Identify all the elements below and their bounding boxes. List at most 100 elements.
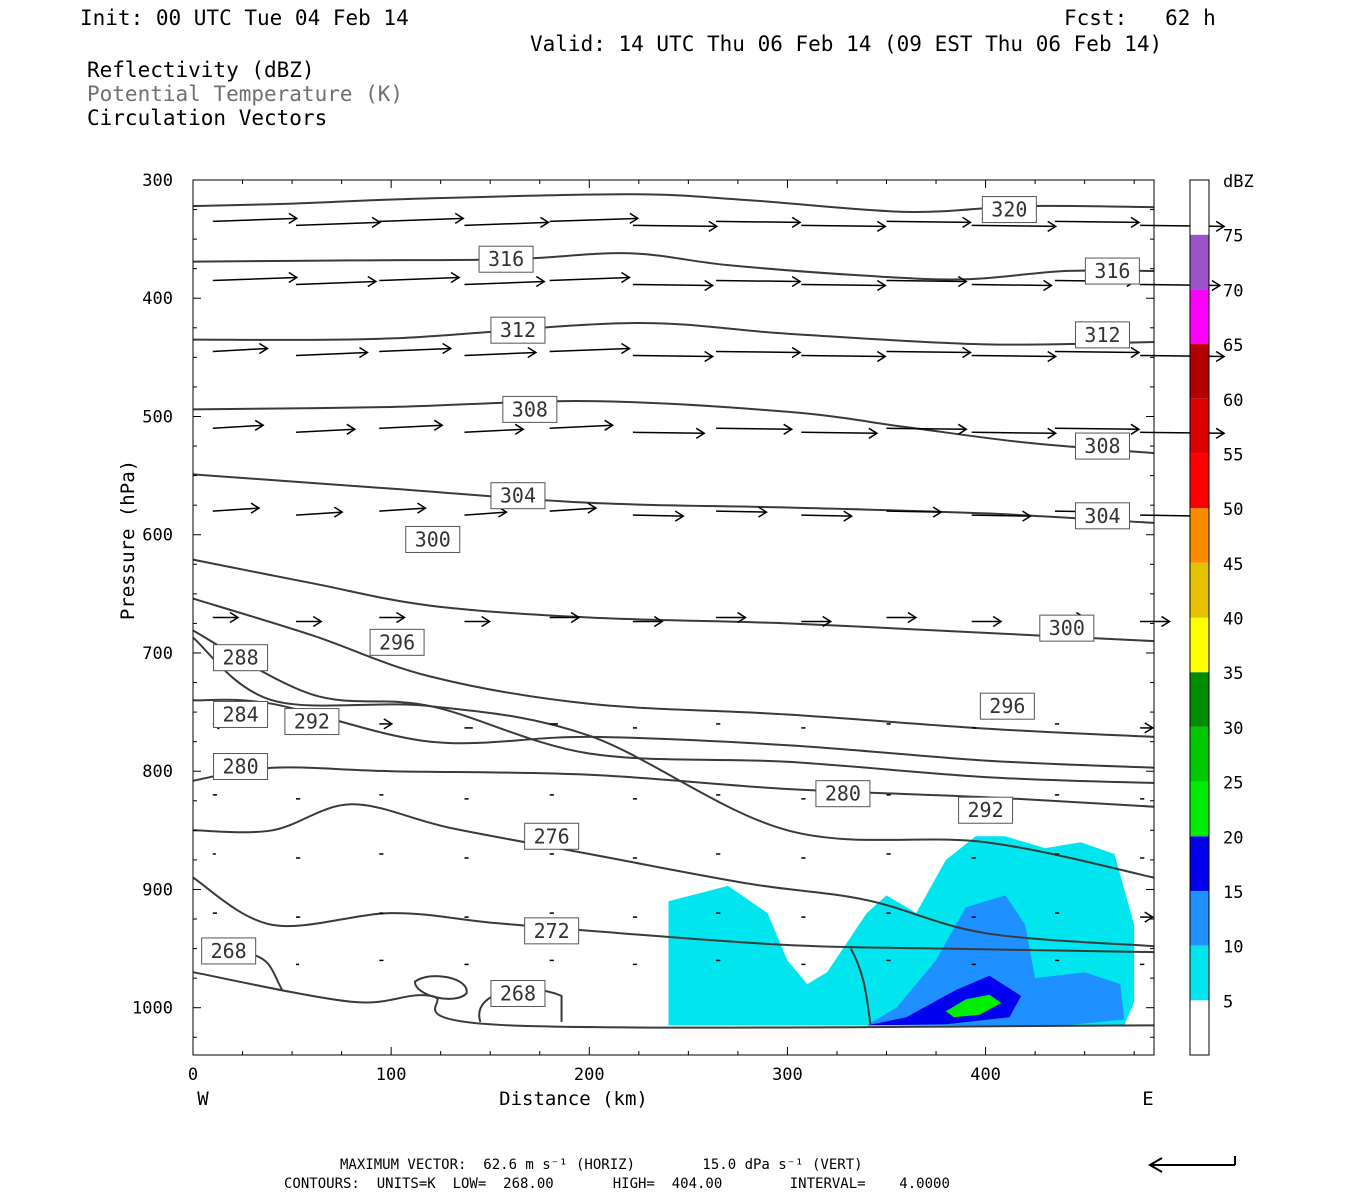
circulation-vector — [212, 342, 269, 355]
circulation-vector — [801, 427, 879, 439]
colorbar-swatch — [1190, 726, 1209, 782]
circulation-vector — [549, 611, 581, 624]
theta-label-layer: 320 316 316 312 312 308 308 304 304 300 300 296 296 2… — [201, 196, 1140, 1008]
plot-frame — [192, 179, 1155, 1056]
theta-contour-layer — [192, 193, 1155, 1029]
circulation-vector — [632, 427, 706, 439]
theta-label-box — [1074, 321, 1130, 349]
circulation-vector — [971, 220, 1058, 233]
circulation-vector — [716, 346, 802, 359]
theta-label-box — [213, 644, 269, 672]
circulation-vector — [379, 419, 444, 431]
theta-label: 272 — [534, 919, 570, 943]
theta-label-box — [981, 196, 1037, 224]
theta-contour-296 — [192, 597, 1155, 738]
colorbar-label: 15 — [1223, 883, 1243, 903]
field-label-theta: Potential Temperature (K) — [87, 82, 404, 106]
y-tick-label: 500 — [142, 407, 173, 427]
circulation-vector — [1054, 423, 1141, 435]
theta-contour-304 — [192, 473, 1155, 524]
circulation-vector — [464, 216, 550, 229]
circulation-vector — [801, 220, 887, 233]
theta-label: 292 — [968, 798, 1004, 822]
circulation-vector — [295, 423, 357, 435]
axes-layer: 300 400 500 600 700 800 900 1000 0 100 200 300 400 Di… — [117, 171, 1154, 1110]
circulation-vector — [296, 615, 323, 628]
theta-label: 280 — [222, 754, 258, 778]
colorbar-label: 50 — [1223, 500, 1243, 520]
colorbar-label: 35 — [1223, 664, 1243, 684]
colorbar-label: 75 — [1223, 227, 1243, 247]
circulation-vector — [632, 279, 715, 292]
theta-contour-316 — [192, 252, 1155, 281]
colorbar-swatch — [1190, 1000, 1209, 1055]
colorbar-swatch — [1190, 234, 1209, 290]
circulation-vector — [971, 427, 1058, 439]
theta-label-box — [524, 917, 580, 945]
colorbar-swatch — [1190, 453, 1209, 509]
y-tick-label: 1000 — [132, 999, 173, 1019]
circulation-vector — [549, 271, 631, 284]
circulation-vector — [464, 346, 538, 359]
field-label-vectors: Circulation Vectors — [87, 106, 328, 130]
reflectivity-fill-layer — [668, 836, 1135, 1026]
x-tick-label: 100 — [376, 1065, 407, 1085]
circulation-vector — [716, 423, 794, 435]
circulation-vector — [1140, 427, 1226, 439]
colorbar-swatch — [1190, 890, 1209, 946]
theta-label-box — [490, 980, 546, 1008]
colorbar-label: 25 — [1223, 774, 1243, 794]
colorbar-swatch — [1190, 398, 1209, 454]
circulation-vector — [716, 275, 802, 288]
theta-label: 296 — [989, 694, 1025, 718]
circulation-vector — [464, 275, 546, 288]
circulation-vector — [1054, 216, 1141, 229]
theta-label: 300 — [415, 527, 451, 551]
west-label: W — [197, 1088, 209, 1110]
theta-label: 288 — [222, 646, 258, 670]
theta-label-box — [502, 395, 558, 423]
theta-label: 312 — [1084, 323, 1120, 347]
y-tick-label: 600 — [142, 526, 173, 546]
theta-contour-300 — [192, 558, 1155, 643]
colorbar-swatch — [1190, 180, 1209, 235]
theta-label: 296 — [379, 630, 415, 654]
theta-label: 312 — [500, 318, 536, 342]
theta-label: 276 — [534, 824, 570, 848]
colorbar-swatch — [1190, 562, 1209, 618]
theta-label-box — [284, 708, 340, 736]
colorbar-label: 60 — [1223, 391, 1243, 411]
colorbar-frame — [1189, 179, 1210, 1056]
theta-contour-272 — [192, 876, 1155, 954]
theta-contour-312 — [192, 322, 1155, 346]
x-tick-label: 0 — [188, 1065, 198, 1085]
theta-label-box — [1074, 432, 1130, 460]
colorbar: 5 10 15 20 25 30 35 40 45 50 55 60 65 70 75 dBZ — [1189, 172, 1254, 1056]
circulation-vector — [632, 615, 664, 628]
circulation-vector — [971, 510, 1032, 522]
circulation-vector — [632, 350, 715, 363]
y-tick-label: 400 — [142, 289, 173, 309]
theta-label: 316 — [1094, 259, 1130, 283]
theta-label: 316 — [488, 247, 524, 271]
circulation-vector — [801, 615, 833, 628]
theta-label: 308 — [1084, 434, 1120, 458]
contour-note: CONTOURS: UNITS=K LOW= 268.00 HIGH= 404.… — [284, 1176, 950, 1192]
theta-contour-268-branch — [252, 953, 284, 991]
circulation-vector — [1140, 220, 1226, 233]
colorbar-unit: dBZ — [1223, 172, 1254, 192]
circulation-vector — [971, 279, 1053, 292]
theta-label: 300 — [1049, 616, 1085, 640]
colorbar-label: 45 — [1223, 555, 1243, 575]
x-axis-label: Distance (km) — [499, 1088, 648, 1110]
colorbar-label: 5 — [1223, 992, 1233, 1012]
colorbar-label: 20 — [1223, 828, 1243, 848]
circulation-vector — [212, 419, 265, 431]
circulation-vector — [379, 271, 461, 284]
colorbar-label: 40 — [1223, 610, 1243, 630]
forecast-hour: Fcst: 62 h — [1064, 6, 1216, 30]
circulation-vector — [886, 506, 943, 518]
y-tick-label: 300 — [142, 171, 173, 191]
theta-contour-288 — [192, 636, 1155, 879]
circulation-vector — [212, 271, 299, 284]
